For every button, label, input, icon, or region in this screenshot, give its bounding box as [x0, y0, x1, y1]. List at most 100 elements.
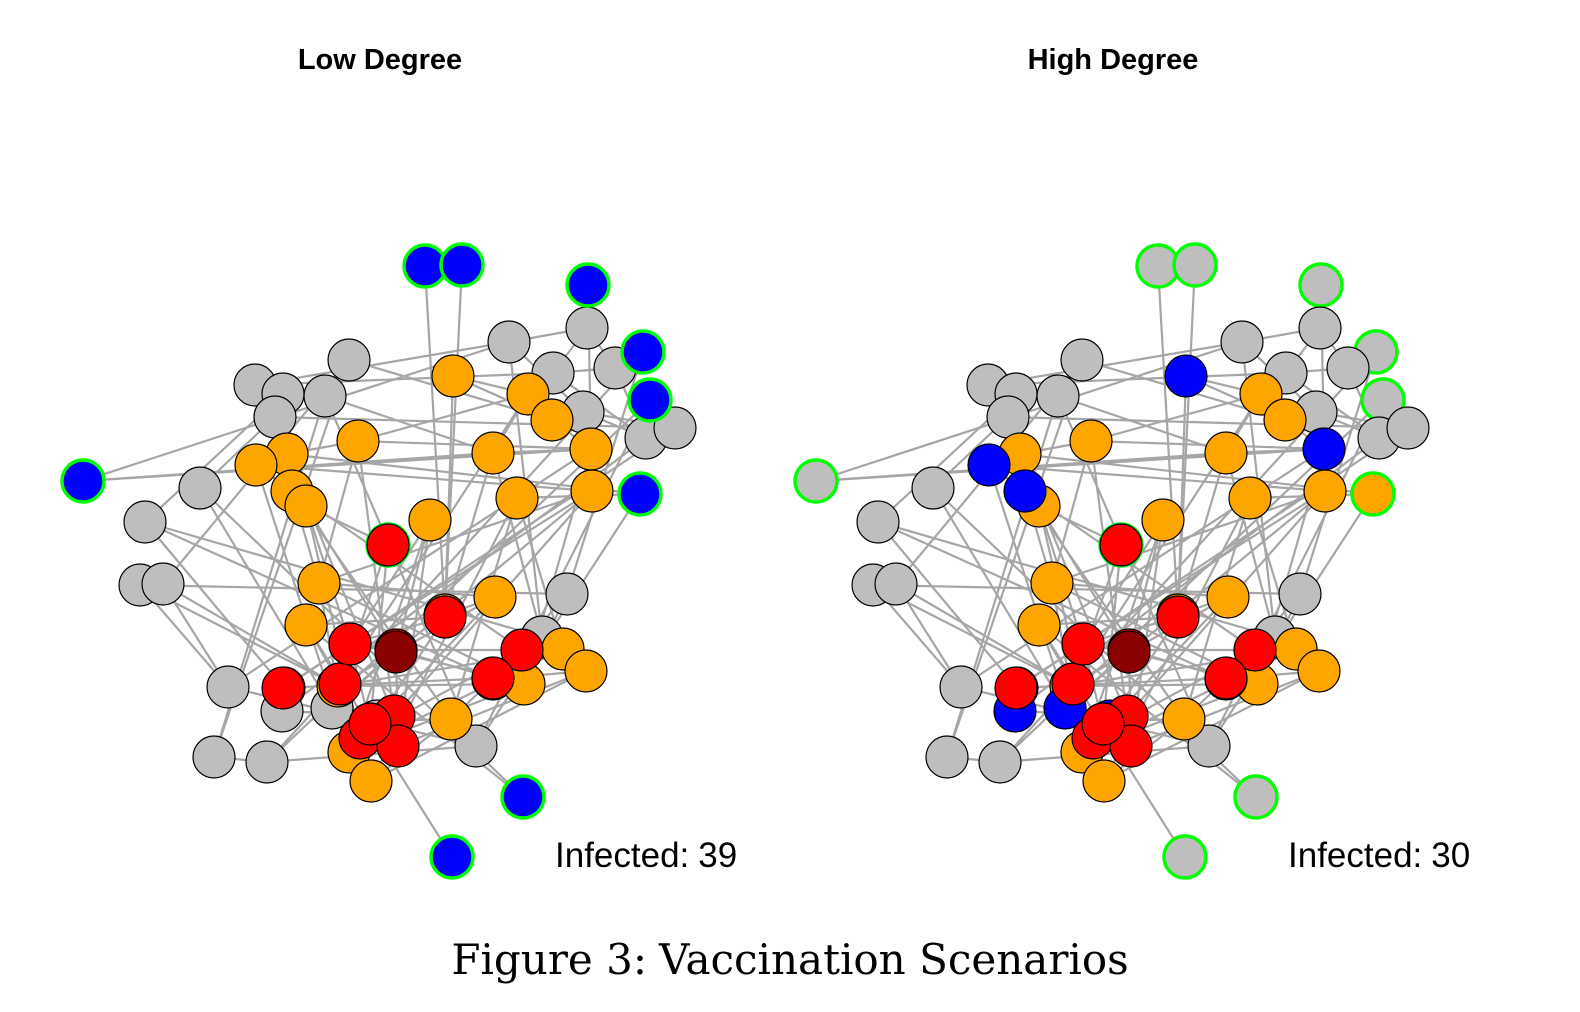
- network-edge: [877, 521, 1018, 689]
- network-node-vaccinated: [1302, 427, 1346, 471]
- network-node-susceptible: [327, 338, 371, 382]
- network-edge: [274, 415, 676, 430]
- network-edge: [1024, 490, 1256, 651]
- network-node-infected: [495, 476, 539, 520]
- network-node-newly-infected: [318, 662, 362, 706]
- network-node-susceptible: [545, 572, 589, 616]
- network-node-susceptible: [911, 466, 955, 510]
- network-node-vaccinated: [500, 774, 546, 820]
- network-edge: [443, 375, 455, 616]
- network-node-vaccinated: [1003, 469, 1047, 513]
- network-node-newly-infected: [261, 666, 305, 710]
- infected-value: 30: [1431, 836, 1471, 875]
- infected-label: Infected:: [555, 836, 690, 875]
- network-node-susceptible: [925, 735, 969, 779]
- network-node-susceptible: [123, 500, 167, 544]
- infected-value: 39: [698, 836, 738, 875]
- network-node-infected: [473, 575, 517, 619]
- caption-text: Vaccination Scenarios: [659, 935, 1129, 984]
- network-edge: [987, 371, 1287, 387]
- network-node-vaccinated: [967, 443, 1011, 487]
- network-node-susceptible: [1298, 306, 1342, 350]
- network-node-susceptible: [1060, 338, 1104, 382]
- network-edge: [368, 544, 390, 725]
- network-node-newly-infected: [1233, 628, 1277, 672]
- network-edge: [815, 447, 1325, 483]
- network-node-susceptible: [978, 740, 1022, 784]
- network-node-vaccinated: [60, 458, 106, 504]
- network-node-infected: [1350, 471, 1396, 517]
- network-edge: [1051, 489, 1326, 585]
- network-node-infected: [1206, 575, 1250, 619]
- network-edge: [291, 490, 452, 720]
- network-edge: [324, 394, 494, 455]
- network-node-susceptible: [856, 500, 900, 544]
- network-edge: [1007, 415, 1409, 430]
- network-edge: [82, 447, 592, 483]
- network-node-susceptible: [245, 740, 289, 784]
- network-node-newly-infected: [366, 523, 410, 567]
- network-node-susceptible: [253, 395, 297, 439]
- network-edge: [1130, 669, 1320, 748]
- network-node-infected: [1228, 476, 1272, 520]
- network-node-susceptible: [1386, 406, 1430, 450]
- network-node-index-case: [374, 630, 418, 674]
- network-edge: [932, 487, 1066, 709]
- network-edge: [1156, 265, 1180, 616]
- network-node-infected: [570, 469, 614, 513]
- network-node-newly-infected: [471, 656, 515, 700]
- network-node-susceptible: [206, 665, 250, 709]
- network-edge: [254, 340, 510, 387]
- network-node-susceptible: [939, 665, 983, 709]
- network-node-vaccinated: [617, 471, 663, 517]
- network-node-susceptible: [793, 458, 839, 504]
- network-node-infected: [471, 431, 515, 475]
- network-node-newly-infected: [1081, 702, 1125, 746]
- network-node-vaccinated: [1164, 354, 1208, 398]
- network-node-susceptible: [1220, 320, 1264, 364]
- network-node-susceptible: [565, 306, 609, 350]
- network-node-susceptible: [1233, 774, 1279, 820]
- network-node-newly-infected: [1099, 523, 1143, 567]
- network-node-infected: [429, 697, 473, 741]
- network-node-susceptible: [1172, 242, 1218, 288]
- network-edge: [1038, 505, 1130, 653]
- network-node-infected: [234, 443, 278, 487]
- network-node-infected: [1297, 649, 1341, 693]
- nodes: [60, 242, 697, 880]
- nodes: [793, 242, 1430, 880]
- network-node-infected: [1303, 469, 1347, 513]
- network-node-susceptible: [303, 374, 347, 418]
- network-edge: [1057, 394, 1227, 455]
- network-edge: [423, 265, 447, 616]
- network-edge: [254, 371, 554, 387]
- network-node-susceptible: [141, 562, 185, 606]
- network-node-susceptible: [986, 395, 1030, 439]
- network-node-infected: [1082, 759, 1126, 803]
- network-node-newly-infected: [1156, 595, 1200, 639]
- network-edge: [291, 490, 523, 651]
- network-node-vaccinated: [429, 834, 475, 880]
- network-node-susceptible: [454, 724, 498, 768]
- network-edge: [397, 669, 587, 748]
- network-node-susceptible: [1298, 262, 1344, 308]
- network-node-susceptible: [1278, 572, 1322, 616]
- network-edge: [988, 463, 1326, 493]
- network-node-susceptible: [178, 466, 222, 510]
- network-edge: [1090, 392, 1262, 443]
- network-node-susceptible: [1326, 346, 1370, 390]
- network-node-infected: [569, 427, 613, 471]
- network-node-newly-infected: [423, 595, 467, 639]
- network-node-infected: [1069, 419, 1113, 463]
- network-edge: [1082, 519, 1164, 645]
- network-edge: [1050, 440, 1093, 584]
- network-edge: [1176, 375, 1188, 616]
- network-node-infected: [1030, 561, 1074, 605]
- network-node-infected: [297, 561, 341, 605]
- infected-count-high-degree: Infected: 30: [1288, 836, 1470, 876]
- network-edge: [443, 452, 495, 616]
- network-node-newly-infected: [328, 622, 372, 666]
- network-node-susceptible: [1036, 374, 1080, 418]
- panel-title-high-degree: High Degree: [1027, 44, 1199, 76]
